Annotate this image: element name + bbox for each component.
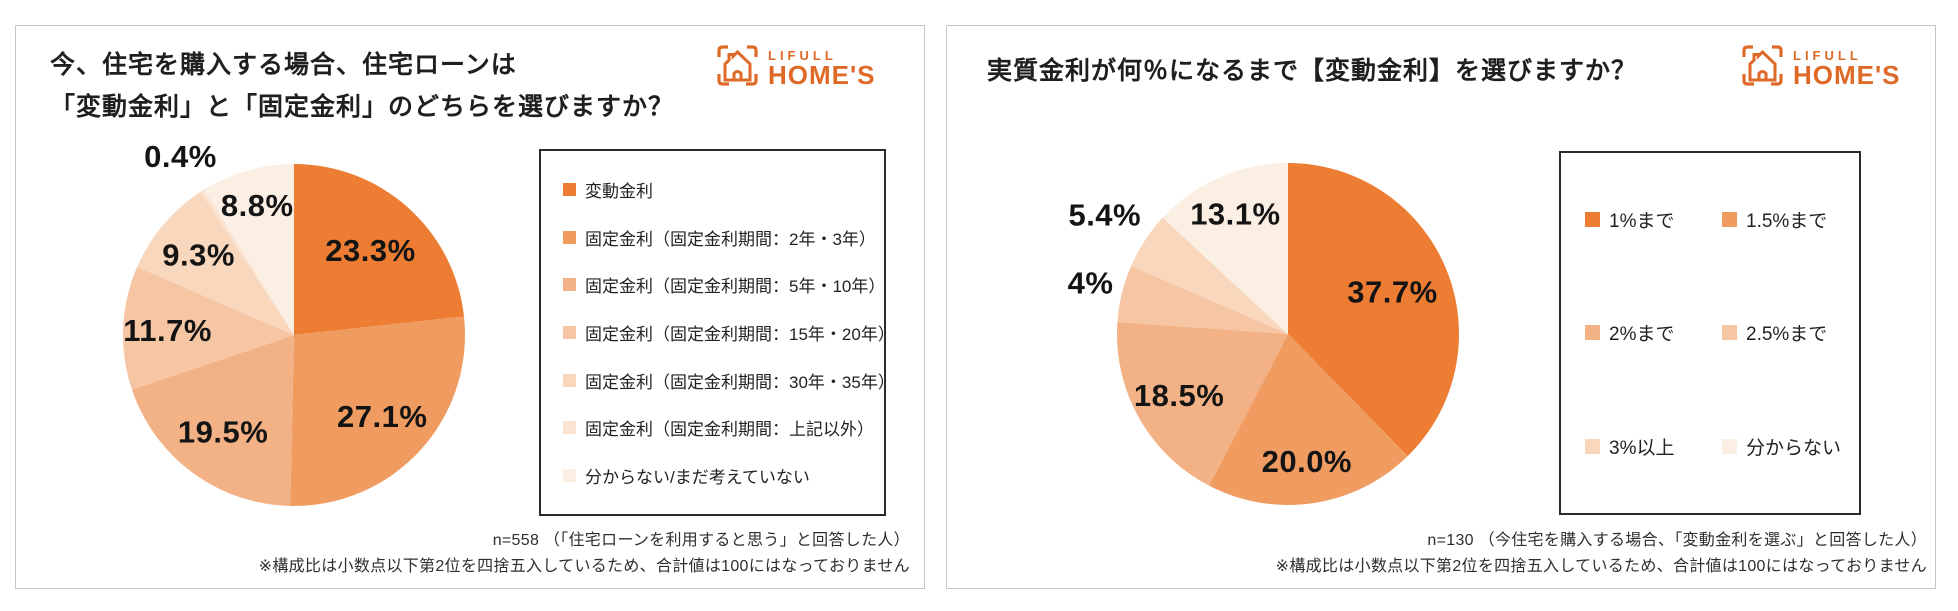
logo-text-lifull: LIFULL xyxy=(1793,48,1862,63)
pie-slice-value-label: 9.3% xyxy=(162,238,235,273)
legend-label: 3%以上 xyxy=(1609,437,1675,459)
pie-slice xyxy=(122,266,294,390)
pie-slice-value-label: 27.1% xyxy=(337,399,427,434)
legend-label: 固定金利（固定金利期間：30年・35年） xyxy=(585,372,895,392)
legend-item: 1%まで xyxy=(1585,206,1722,233)
legend-label: 1%まで xyxy=(1609,211,1675,233)
legend-swatch xyxy=(1585,325,1600,341)
pie-chart-loan-type: 23.3% 27.1% 19.5% 11.7% 9.3% 0.4%8.8% xyxy=(122,139,466,507)
legend-label: 固定金利（固定金利期間：5年・10年） xyxy=(585,277,886,297)
legend-swatch xyxy=(563,468,576,482)
legend-label: 固定金利（固定金利期間：上記以外） xyxy=(585,420,874,440)
footnotes: n=130 （今住宅を購入する場合、「変動金利を選ぶ」と回答した人） ※構成比は… xyxy=(1276,528,1927,580)
legend-swatch xyxy=(563,373,576,387)
legend-label: 1.5%まで xyxy=(1746,211,1828,233)
rounding-note: ※構成比は小数点以下第2位を四捨五入しているため、合計値は100にはなっておりま… xyxy=(1275,558,1927,575)
legend-item: 固定金利（固定金利期間：上記以外） xyxy=(563,415,878,440)
logo-house-icon xyxy=(1742,45,1783,86)
pie-slice-value-label: 11.7% xyxy=(123,313,212,348)
legend-label: 2%まで xyxy=(1609,324,1675,346)
legend-label: 固定金利（固定金利期間：15年・20年） xyxy=(585,324,895,344)
legend-label: 分からない xyxy=(1746,437,1842,459)
legend-item: 固定金利（固定金利期間：2年・3年） xyxy=(563,225,878,250)
pie-slice xyxy=(1162,163,1288,334)
survey-panel-loan-type: 今、住宅を購入する場合、住宅ローンは 「変動金利」と「固定金利」のどちらを選びま… xyxy=(15,25,925,589)
pie-slice-value-label: 23.3% xyxy=(325,233,415,268)
legend-swatch xyxy=(563,278,576,292)
legend-item: 分からない/まだ考えていない xyxy=(563,463,878,488)
pie-slice-value-label: 37.7% xyxy=(1347,274,1437,309)
legend-swatch xyxy=(1722,325,1737,341)
legend-swatch xyxy=(1585,212,1600,228)
panel-title-line: 「変動金利」と「固定金利」のどちらを選びますか？ xyxy=(50,93,675,121)
sample-size-note: n=558 （「住宅ローンを利用すると思う」と回答した人） xyxy=(492,532,910,549)
pie-slice xyxy=(137,191,294,335)
pie-slice-value-label: 5.4% xyxy=(1068,266,1113,301)
legend-label: 固定金利（固定金利期間：2年・3年） xyxy=(585,229,876,249)
legend: 変動金利固定金利（固定金利期間：2年・3年） 固定金利（固定金利期間：5年・10年… xyxy=(539,149,895,516)
pie-slice-value-label: 0.4% xyxy=(144,139,217,174)
legend-item: 固定金利（固定金利期間：5年・10年） xyxy=(563,272,885,297)
panel-title-line: 実質金利が何％になるまで【変動金利】を選びますか？ xyxy=(987,57,1638,85)
legend-swatch xyxy=(563,183,576,196)
lifull-homes-logo: LIFULL HOME'S xyxy=(1742,45,1901,90)
legend-swatch xyxy=(563,230,576,244)
legend-swatch xyxy=(1722,438,1737,454)
pie-chart-rate-threshold: 37.7% 20.0% 18.5% 5.4% 5.4% 13.1% xyxy=(1068,163,1460,505)
pie-slice-value-label: 18.5% xyxy=(1134,378,1224,413)
logo-text-lifull: LIFULL xyxy=(768,48,837,63)
lifull-homes-logo: LIFULL HOME'S xyxy=(717,45,876,90)
legend-item: 3%以上 xyxy=(1585,433,1722,460)
legend-swatch xyxy=(1722,212,1737,228)
legend-swatch xyxy=(1585,438,1600,454)
panel-title-line: 今、住宅を購入する場合、住宅ローンは xyxy=(50,51,517,79)
rounding-note: ※構成比は小数点以下第2位を四捨五入しているため、合計値は100にはなっておりま… xyxy=(258,558,910,575)
pie-slice xyxy=(290,316,466,507)
panel-title: 今、住宅を購入する場合、住宅ローンは 「変動金利」と「固定金利」のどちらを選びま… xyxy=(50,44,674,128)
logo-text-homes: HOME'S xyxy=(1793,60,1901,90)
legend-label: 2.5%まで xyxy=(1746,324,1828,346)
legend-swatch xyxy=(563,421,576,435)
legend-label: 分からない/まだ考えていない xyxy=(585,467,810,487)
pie-slice xyxy=(200,189,294,335)
sample-size-note: n=130 （今住宅を購入する場合、「変動金利を選ぶ」と回答した人） xyxy=(1427,532,1927,549)
survey-panel-rate-threshold: 実質金利が何％になるまで【変動金利】を選びますか？ LIFULL HOME'S … xyxy=(946,25,1936,589)
pie-slice xyxy=(294,164,464,335)
pie-slice xyxy=(204,164,294,335)
pie-slice xyxy=(1209,334,1408,505)
legend-item: 2%まで xyxy=(1585,319,1722,346)
pie-slice xyxy=(131,335,294,506)
pie-slice xyxy=(1117,321,1288,486)
pie-slice-value-label: 20.0% xyxy=(1262,444,1352,479)
legend-item: 2.5%まで xyxy=(1722,319,1859,346)
legend: 1%まで 1.5%まで 2%まで 2.5%まで 3%以上 分からない xyxy=(1559,151,1861,515)
pie-slice-value-label: 8.8% xyxy=(221,188,294,223)
logo-house-icon xyxy=(717,45,758,86)
legend-item: 分からない xyxy=(1722,433,1859,460)
pie-slice-value-label: 5.4% xyxy=(1068,197,1141,232)
pie-slice-value-label: 19.5% xyxy=(178,415,268,450)
legend-item: 変動金利 xyxy=(563,177,878,202)
pie-slice xyxy=(1288,163,1460,457)
footnotes: n=558 （「住宅ローンを利用すると思う」と回答した人） ※構成比は小数点以下… xyxy=(259,528,910,580)
legend-label: 変動金利 xyxy=(585,182,653,201)
pie-slice xyxy=(1117,265,1288,334)
panel-title: 実質金利が何％になるまで【変動金利】を選びますか？ xyxy=(987,50,1637,92)
logo-text-homes: HOME'S xyxy=(768,60,876,90)
legend-item: 1.5%まで xyxy=(1722,206,1859,233)
pie-slice xyxy=(1131,217,1288,334)
legend-item: 固定金利（固定金利期間：15年・20年） xyxy=(563,320,895,345)
pie-slice-value-label: 13.1% xyxy=(1190,196,1280,231)
legend-swatch xyxy=(563,325,576,339)
legend-item: 固定金利（固定金利期間：30年・35年） xyxy=(563,368,895,393)
